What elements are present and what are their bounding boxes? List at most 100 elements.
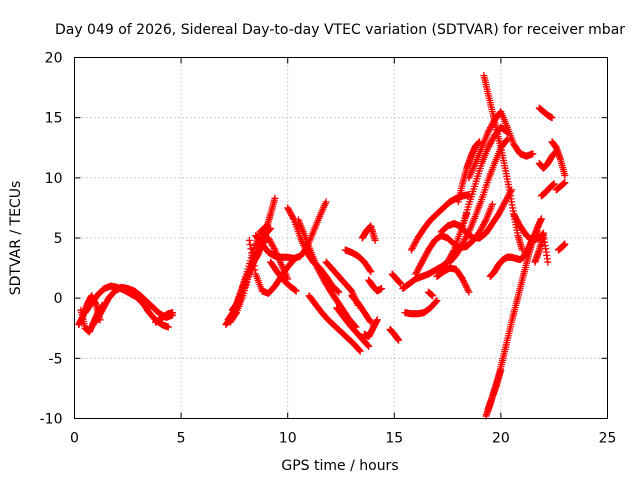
- data-point: [249, 257, 257, 265]
- data-point: [355, 346, 363, 354]
- data-point: [365, 342, 373, 350]
- data-point: [271, 194, 279, 202]
- x-tick-label: 15: [385, 431, 403, 447]
- data-point: [366, 266, 374, 274]
- data-point: [429, 292, 437, 300]
- data-point: [512, 214, 520, 222]
- data-point: [412, 269, 420, 277]
- data-point: [97, 308, 105, 316]
- data-point: [265, 236, 273, 244]
- data-point: [245, 236, 253, 244]
- data-point: [464, 229, 472, 237]
- data-point: [100, 303, 108, 311]
- data-point: [476, 138, 484, 146]
- series-arc-20: [360, 316, 381, 341]
- series-arc-24: [388, 270, 405, 288]
- data-point: [513, 216, 521, 224]
- data-point: [288, 213, 296, 221]
- data-point: [317, 270, 325, 278]
- data-point: [561, 171, 569, 179]
- data-point: [465, 288, 473, 296]
- data-point: [485, 127, 493, 135]
- series-arc-12: [267, 258, 300, 295]
- data-point: [318, 273, 326, 281]
- data-point: [314, 266, 322, 274]
- data-point: [315, 267, 323, 275]
- series-arc-34: [454, 138, 484, 206]
- data-point: [495, 210, 503, 218]
- data-point: [537, 215, 545, 223]
- data-point: [476, 228, 484, 236]
- data-point: [373, 316, 381, 324]
- data-point: [288, 211, 296, 219]
- data-point: [96, 311, 104, 319]
- data-point: [461, 236, 469, 244]
- data-point: [98, 306, 106, 314]
- data-point: [422, 251, 430, 259]
- data-point: [246, 241, 254, 249]
- series-arc-40: [531, 232, 552, 266]
- data-point: [459, 277, 467, 285]
- data-point: [419, 257, 427, 265]
- data-point: [97, 309, 105, 317]
- series-arc-35: [480, 72, 526, 254]
- data-point: [484, 144, 492, 152]
- x-tick-label: 25: [599, 431, 617, 447]
- data-point: [395, 336, 403, 344]
- data-point: [247, 245, 255, 253]
- data-point: [101, 302, 109, 310]
- data-point: [464, 286, 472, 294]
- data-point: [463, 231, 471, 239]
- data-point: [94, 314, 102, 322]
- data-point: [433, 297, 441, 305]
- data-point: [477, 225, 485, 233]
- data-point: [459, 275, 467, 283]
- data-point: [488, 136, 496, 144]
- data-point: [479, 222, 487, 230]
- data-point: [550, 180, 558, 188]
- series-arc-45: [552, 179, 569, 194]
- data-point: [416, 263, 424, 271]
- data-point: [496, 208, 504, 216]
- ticks: 0 5 10 15 20 25 -10 -5 0 5 10 15 20: [40, 51, 617, 447]
- data-point: [488, 200, 496, 208]
- data-point: [510, 210, 518, 218]
- data-point: [476, 226, 484, 234]
- data-point: [502, 196, 510, 204]
- series-arc-23: [386, 325, 403, 344]
- data-point: [410, 242, 418, 250]
- series-arc-22: [365, 276, 386, 295]
- x-tick-label: 20: [492, 431, 510, 447]
- data-point: [322, 198, 330, 206]
- x-axis-label: GPS time / hours: [281, 458, 398, 474]
- data-point: [463, 285, 471, 293]
- series-arc-33: [465, 108, 537, 182]
- data-point: [102, 299, 110, 307]
- data-point: [414, 266, 422, 274]
- data-point: [529, 150, 537, 158]
- data-point: [415, 264, 423, 272]
- data-point: [364, 341, 372, 349]
- data-point: [371, 236, 379, 244]
- data-point: [420, 254, 428, 262]
- data-point: [103, 297, 111, 305]
- data-point: [284, 204, 292, 212]
- data-point: [251, 266, 259, 274]
- series-arc-28: [412, 200, 496, 278]
- series-arc-30: [433, 264, 473, 296]
- series-arc-17: [333, 304, 373, 350]
- data-point: [292, 287, 300, 295]
- data-point: [486, 125, 494, 133]
- data-point: [496, 207, 504, 215]
- data-point: [289, 214, 297, 222]
- data-point: [366, 317, 374, 325]
- data-point: [286, 208, 294, 216]
- data-point: [169, 309, 177, 317]
- data-point: [409, 243, 417, 251]
- data-point: [514, 217, 522, 225]
- series-arc-05: [152, 309, 177, 326]
- data-point: [411, 239, 419, 247]
- series-arc-09: [228, 194, 279, 314]
- data-point: [460, 278, 468, 286]
